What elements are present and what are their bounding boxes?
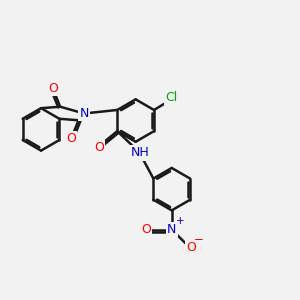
Text: +: + — [176, 216, 184, 226]
Text: O: O — [94, 141, 104, 154]
Text: −: − — [194, 233, 204, 246]
Text: Cl: Cl — [166, 91, 178, 104]
Text: O: O — [66, 132, 76, 145]
Text: N: N — [80, 107, 89, 120]
Text: O: O — [48, 82, 58, 95]
Text: O: O — [141, 223, 151, 236]
Text: N: N — [167, 223, 176, 236]
Text: O: O — [186, 241, 196, 254]
Text: NH: NH — [131, 146, 150, 159]
